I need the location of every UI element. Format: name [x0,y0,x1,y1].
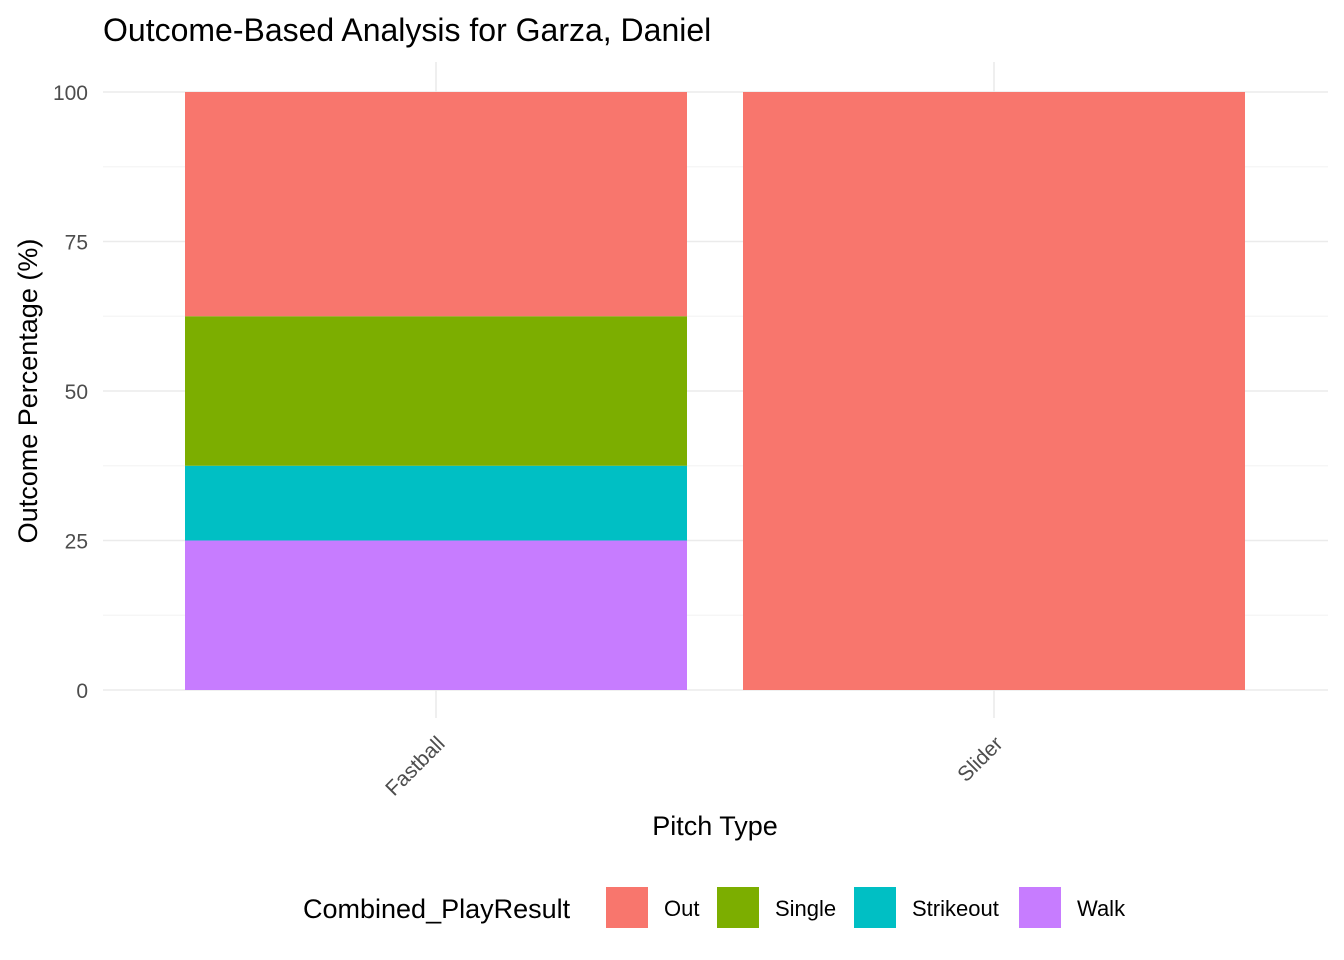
legend-key-single [717,887,759,928]
x-tick-label-fastball: Fastball [381,732,449,800]
legend-key-strikeout [854,887,896,928]
y-axis-title: Outcome Percentage (%) [13,239,43,544]
y-tick-label: 50 [65,381,88,404]
legend: Combined_PlayResult Out Single Strikeout Wa… [303,887,1126,928]
y-tick-label: 100 [53,82,88,105]
y-axis-ticks: 0 25 50 75 100 [53,82,88,703]
bar-fastball-single [185,316,687,466]
y-tick-label: 25 [65,531,88,554]
bar-fastball-strikeout [185,465,687,541]
legend-title: Combined_PlayResult [303,894,571,924]
y-tick-label: 75 [65,232,88,255]
y-tick-label: 0 [76,680,88,703]
legend-label-out: Out [664,896,699,921]
x-axis-ticks: Fastball Slider [381,732,1007,800]
bar-slider-out [743,92,1245,690]
x-tick-label-slider: Slider [953,732,1007,786]
legend-key-out [606,887,648,928]
bar-fastball-out [185,92,687,317]
bars [185,92,1245,690]
x-axis-title: Pitch Type [652,811,778,841]
chart-title: Outcome-Based Analysis for Garza, Daniel [103,12,711,48]
legend-label-walk: Walk [1077,896,1126,921]
legend-label-strikeout: Strikeout [912,896,999,921]
legend-label-single: Single [775,896,836,921]
legend-key-walk [1019,887,1061,928]
bar-fastball-walk [185,540,687,690]
